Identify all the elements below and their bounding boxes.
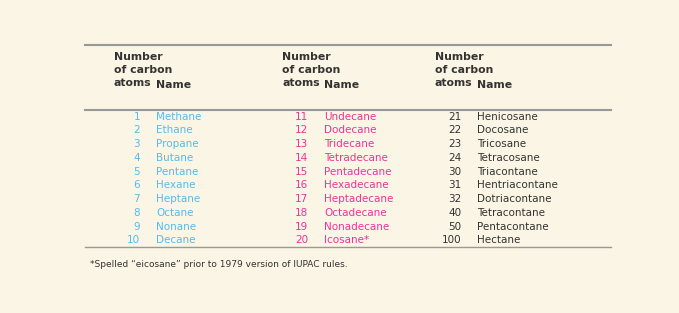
Text: Heptadecane: Heptadecane <box>325 194 394 204</box>
Text: Heptane: Heptane <box>156 194 200 204</box>
Text: Tridecane: Tridecane <box>325 139 375 149</box>
Text: 9: 9 <box>134 222 140 232</box>
Text: 13: 13 <box>295 139 308 149</box>
Text: 18: 18 <box>295 208 308 218</box>
Text: 23: 23 <box>448 139 461 149</box>
Text: Name: Name <box>477 80 512 90</box>
Text: Hentriacontane: Hentriacontane <box>477 180 557 190</box>
Text: 8: 8 <box>134 208 140 218</box>
Text: 17: 17 <box>295 194 308 204</box>
Text: Hexadecane: Hexadecane <box>325 180 389 190</box>
Text: Tetracosane: Tetracosane <box>477 153 540 163</box>
Text: Tetracontane: Tetracontane <box>477 208 545 218</box>
Text: 7: 7 <box>134 194 140 204</box>
Text: 14: 14 <box>295 153 308 163</box>
Text: 30: 30 <box>448 167 461 177</box>
Text: Methane: Methane <box>156 112 201 122</box>
Text: Hexane: Hexane <box>156 180 196 190</box>
Text: Dodecane: Dodecane <box>325 126 377 136</box>
Text: 50: 50 <box>448 222 461 232</box>
Text: Dotriacontane: Dotriacontane <box>477 194 551 204</box>
Text: 5: 5 <box>134 167 140 177</box>
Text: Pentacontane: Pentacontane <box>477 222 549 232</box>
Text: 11: 11 <box>295 112 308 122</box>
Text: Propane: Propane <box>156 139 198 149</box>
Text: Number
of carbon
atoms: Number of carbon atoms <box>114 52 172 88</box>
Text: 4: 4 <box>134 153 140 163</box>
Text: 6: 6 <box>134 180 140 190</box>
Text: Pentane: Pentane <box>156 167 198 177</box>
Text: 21: 21 <box>448 112 461 122</box>
Text: *Spelled “eicosane” prior to 1979 version of IUPAC rules.: *Spelled “eicosane” prior to 1979 versio… <box>90 260 348 269</box>
Text: Tricosane: Tricosane <box>477 139 526 149</box>
Text: 1: 1 <box>134 112 140 122</box>
Text: Decane: Decane <box>156 235 196 245</box>
Text: Ethane: Ethane <box>156 126 193 136</box>
Text: Nonane: Nonane <box>156 222 196 232</box>
Text: 32: 32 <box>448 194 461 204</box>
Text: Octane: Octane <box>156 208 194 218</box>
Text: 16: 16 <box>295 180 308 190</box>
Text: 31: 31 <box>448 180 461 190</box>
Text: Henicosane: Henicosane <box>477 112 538 122</box>
Text: 10: 10 <box>127 235 140 245</box>
Text: 20: 20 <box>295 235 308 245</box>
Text: Number
of carbon
atoms: Number of carbon atoms <box>282 52 341 88</box>
Text: Triacontane: Triacontane <box>477 167 538 177</box>
Text: 2: 2 <box>134 126 140 136</box>
Text: 3: 3 <box>134 139 140 149</box>
Text: 40: 40 <box>448 208 461 218</box>
Text: Name: Name <box>156 80 191 90</box>
Text: Butane: Butane <box>156 153 193 163</box>
Text: 100: 100 <box>441 235 461 245</box>
Text: Hectane: Hectane <box>477 235 520 245</box>
Text: 15: 15 <box>295 167 308 177</box>
Text: Nonadecane: Nonadecane <box>325 222 390 232</box>
Text: Undecane: Undecane <box>325 112 377 122</box>
Text: Pentadecane: Pentadecane <box>325 167 392 177</box>
Text: 12: 12 <box>295 126 308 136</box>
Text: Icosane*: Icosane* <box>325 235 369 245</box>
Text: 22: 22 <box>448 126 461 136</box>
Text: Name: Name <box>325 80 359 90</box>
Text: Octadecane: Octadecane <box>325 208 387 218</box>
Text: 24: 24 <box>448 153 461 163</box>
Text: Docosane: Docosane <box>477 126 528 136</box>
Text: Tetradecane: Tetradecane <box>325 153 388 163</box>
Text: 19: 19 <box>295 222 308 232</box>
Text: Number
of carbon
atoms: Number of carbon atoms <box>435 52 493 88</box>
